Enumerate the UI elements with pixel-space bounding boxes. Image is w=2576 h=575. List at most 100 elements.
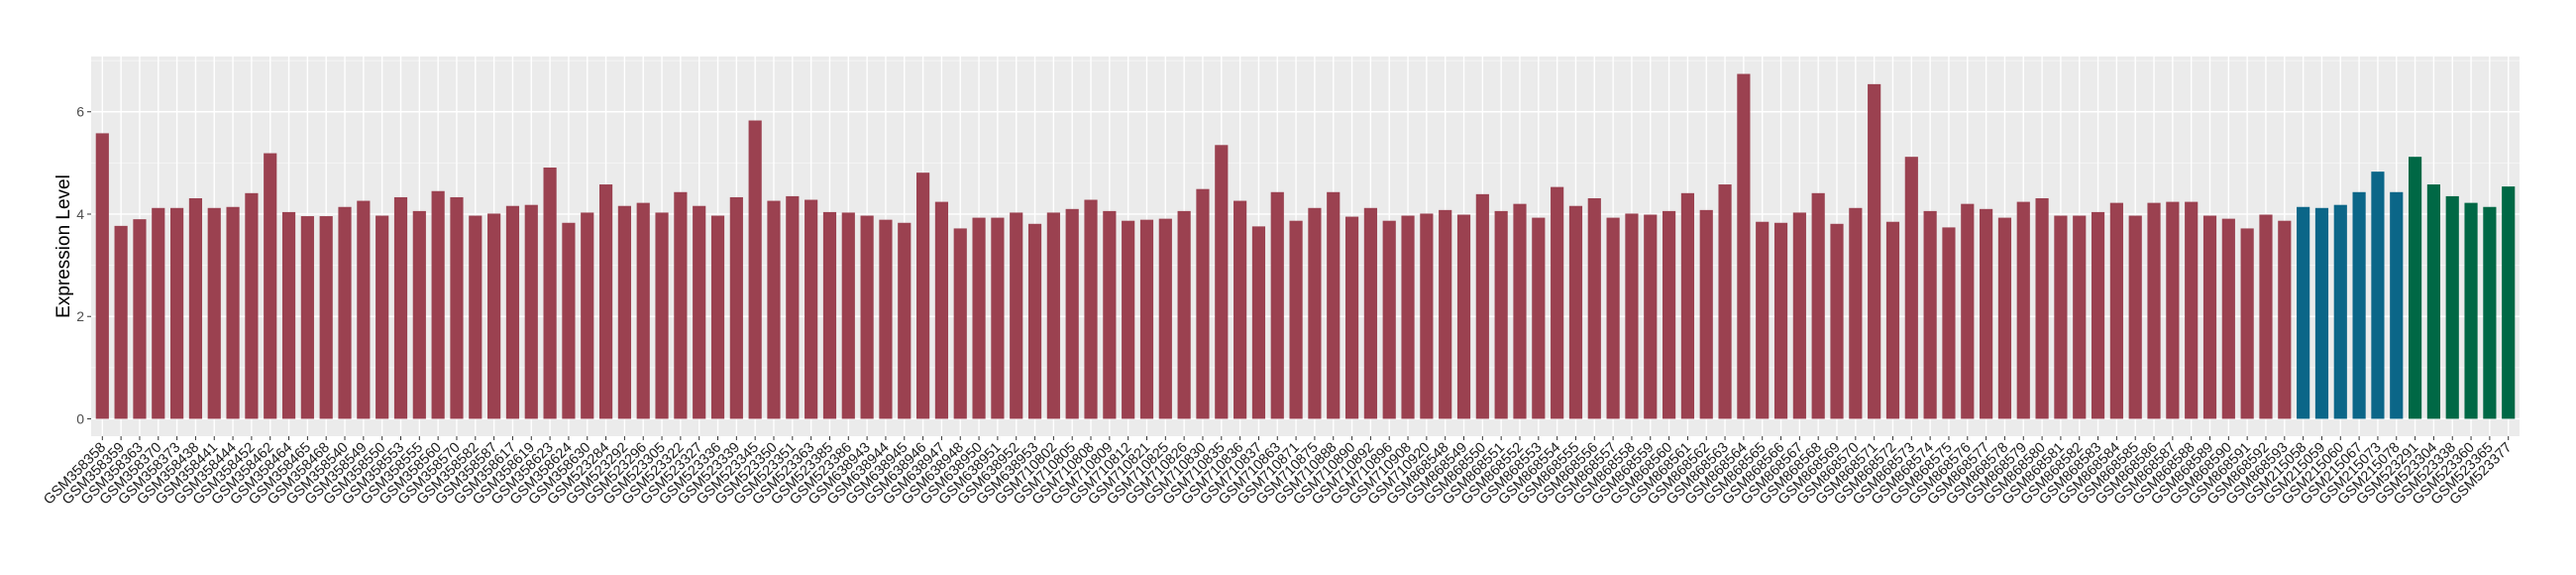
bar-GSM638946 [916,172,930,419]
bar-GSM868553 [1532,217,1546,419]
bar-GSM868568 [1811,192,1825,419]
bar-GSM638952 [1010,212,1023,419]
bar-GSM868578 [1997,217,2012,419]
bar-GSM358582 [469,215,483,419]
bar-GSM523304 [2426,184,2440,419]
bar-GSM710896 [1382,220,1396,419]
bar-GSM523363 [805,199,818,419]
bar-GSM523292 [617,205,631,419]
bar-GSM710835 [1215,145,1229,419]
bar-GSM523291 [2408,157,2422,419]
bar-GSM523296 [636,202,650,419]
bar-GSM868569 [1830,223,1844,419]
bar-GSM358550 [376,215,389,419]
bar-GSM868582 [2073,215,2087,419]
bar-GSM868555 [1568,205,1583,419]
bar-GSM710875 [1308,207,1322,419]
bar-GSM868588 [2185,201,2199,419]
bar-GSM358464 [281,211,296,419]
bar-GSM358617 [505,205,520,419]
bar-GSM523351 [786,195,800,419]
bar-GSM523339 [729,196,743,419]
bar-GSM710871 [1289,220,1303,419]
bar-GSM710920 [1420,213,1434,419]
bar-GSM523386 [841,212,855,419]
y-axis-title: Expression Level [54,174,74,318]
bar-GSM358370 [152,207,165,419]
bar-GSM523350 [767,200,781,419]
bar-GSM358570 [450,196,464,419]
bars [95,73,2516,419]
bar-GSM358452 [245,192,259,419]
bar-GSM358363 [133,219,147,419]
bar-GSM868570 [1849,207,1863,419]
bar-GSM523338 [2445,195,2459,419]
bar-GSM868563 [1718,184,1732,419]
bar-GSM710826 [1177,210,1191,419]
bar-GSM868554 [1551,186,1564,419]
bar-GSM868587 [2166,201,2180,419]
bar-GSM358462 [264,153,277,419]
bar-GSM523322 [674,191,688,419]
bar-GSM710825 [1158,218,1172,419]
bar-GSM868564 [1737,73,1751,419]
bar-GSM638948 [953,228,967,419]
bar-GSM868593 [2278,220,2292,419]
bar-GSM868573 [1904,157,1918,419]
bar-GSM710837 [1251,226,1266,419]
bar-GSM358540 [338,206,352,419]
bar-GSM710892 [1363,207,1377,419]
bar-GSM358373 [170,207,184,419]
bar-GSM523377 [2502,186,2516,419]
bar-GSM523360 [2464,202,2478,419]
bar-GSM638944 [879,219,893,419]
bar-GSM523305 [655,212,669,419]
bar-GSM358623 [543,168,557,419]
bar-GSM215067 [2352,191,2366,419]
y-tick-label: 0 [76,410,84,426]
bar-GSM710888 [1327,191,1341,419]
bar-GSM868579 [2016,201,2030,419]
bar-GSM638953 [1027,223,1042,419]
bar-GSM710802 [1046,212,1060,419]
x-axis: GSM358358GSM358359GSM358363GSM358370GSM3… [41,436,2516,508]
bar-GSM868586 [2147,202,2161,419]
bar-GSM358624 [562,222,576,419]
bar-GSM523345 [748,120,762,419]
bar-GSM868567 [1792,212,1806,419]
bar-GSM868556 [1587,197,1601,419]
bar-GSM523327 [693,205,706,419]
bar-GSM638951 [991,217,1005,419]
bar-GSM710908 [1401,215,1415,419]
bar-GSM710809 [1103,210,1117,419]
bar-GSM638945 [898,222,912,419]
bar-GSM215059 [2314,207,2329,419]
bar-GSM868557 [1606,217,1620,419]
y-axis: 0 2 4 6 [76,104,91,426]
bar-GSM215073 [2371,172,2385,419]
bar-GSM868591 [2240,228,2254,419]
bar-GSM358619 [524,204,538,419]
bar-GSM523365 [2483,206,2497,419]
bar-GSM868548 [1439,209,1452,419]
bar-GSM868577 [1980,208,1993,419]
bar-GSM358358 [95,133,109,419]
y-tick-label: 6 [76,104,84,120]
bar-GSM868550 [1475,193,1489,419]
bar-GSM868560 [1662,210,1676,419]
bar-GSM523385 [822,211,837,419]
bar-GSM638950 [972,217,986,419]
bar-GSM358438 [188,197,203,419]
y-tick-label: 4 [76,206,84,222]
bar-GSM868574 [1923,210,1937,419]
bar-GSM868558 [1625,213,1639,419]
bar-GSM358549 [357,200,371,419]
bar-GSM868552 [1513,203,1527,419]
bar-GSM868566 [1773,222,1788,419]
bar-GSM868585 [2128,215,2142,419]
y-tick-label: 2 [76,308,84,324]
bar-GSM523336 [710,215,725,419]
bar-GSM358560 [431,190,445,419]
bar-GSM868562 [1699,209,1713,419]
bar-GSM710805 [1065,208,1079,419]
